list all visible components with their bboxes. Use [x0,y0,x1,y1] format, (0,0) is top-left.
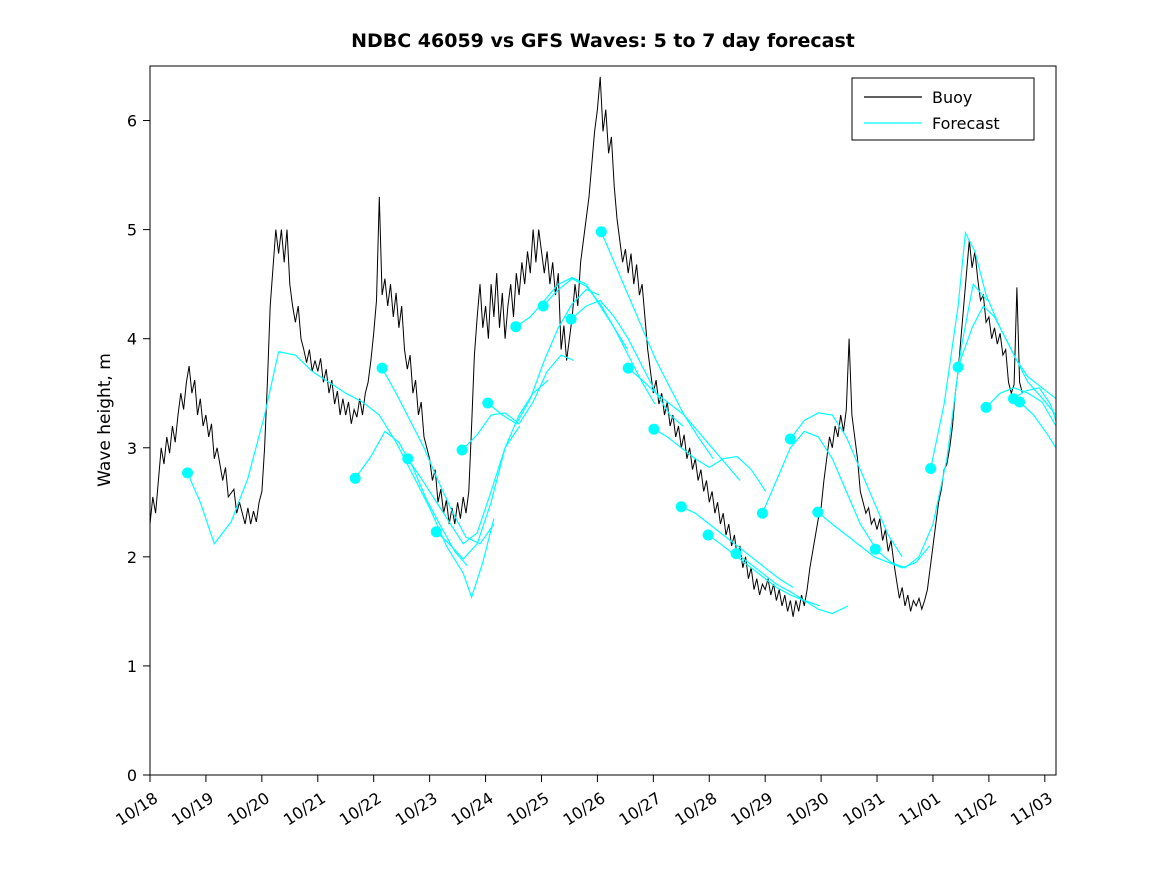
forecast-start-marker [376,362,388,374]
forecast-line [681,506,794,588]
forecast-start-marker [675,501,687,513]
legend-box [851,77,1035,141]
forecast-line [653,428,767,492]
forecast-start-marker [812,506,824,518]
forecast-start-marker [869,543,881,555]
forecast-start-marker [430,526,442,538]
forecast-start-marker [648,423,660,435]
forecast-line [817,511,931,569]
forecast-line [627,367,741,481]
forecast-line [461,354,575,451]
forecast-line [985,387,1057,427]
forecast-start-marker [482,397,494,409]
forecast-line [570,299,684,427]
forecast-line [707,534,821,607]
forecast-line [930,230,1057,469]
forecast-start-marker [756,507,768,519]
forecast-start-marker [456,444,468,456]
forecast-start-marker [730,548,742,560]
y-axis-label: Wave height, m [95,353,115,487]
forecast-line [735,553,849,615]
forecast-line [381,367,495,545]
y-tick-label: 3 [127,439,137,458]
y-tick-label: 5 [127,221,137,240]
forecast-line [957,305,1057,400]
forecast-start-marker [784,433,796,445]
y-tick-label: 0 [127,766,137,785]
forecast-line [1013,387,1057,421]
legend-label-forecast: Forecast [932,114,1000,133]
forecast-line [789,412,903,558]
y-tick-label: 6 [127,112,137,131]
forecast-start-marker [182,467,193,479]
forecast-line [186,351,495,600]
forecast-line [487,288,600,425]
forecast-line [761,430,875,547]
forecast-line [1019,401,1057,449]
forecast-start-marker [702,529,714,541]
y-tick-label: 4 [127,330,137,349]
forecast-start-marker [402,453,414,465]
forecast-line [542,277,656,405]
plot-area-border [149,65,1057,776]
forecast-line [407,425,521,545]
forecast-start-marker [595,226,607,238]
buoy-line [149,76,1023,617]
forecast-start-marker [349,472,361,484]
chart-title: NDBC 46059 vs GFS Waves: 5 to 7 day fore… [351,30,855,52]
y-tick-label: 1 [127,657,137,676]
series-layer [149,76,1057,617]
forecast-start-marker [980,401,992,413]
forecast-start-marker [1014,396,1026,408]
forecast-line [435,379,549,560]
forecast-line [354,430,468,566]
y-tick-label: 2 [127,548,137,567]
legend: Buoy Forecast [851,77,1035,141]
forecast-start-marker [952,361,964,373]
forecast-start-marker [925,463,937,474]
forecast-start-marker [510,321,522,333]
forecast-start-marker [537,300,549,312]
forecast-start-marker [565,313,577,325]
forecast-start-marker [622,362,634,374]
forecast-line [600,231,714,460]
forecast-line [875,282,988,569]
legend-label-buoy: Buoy [932,88,972,107]
